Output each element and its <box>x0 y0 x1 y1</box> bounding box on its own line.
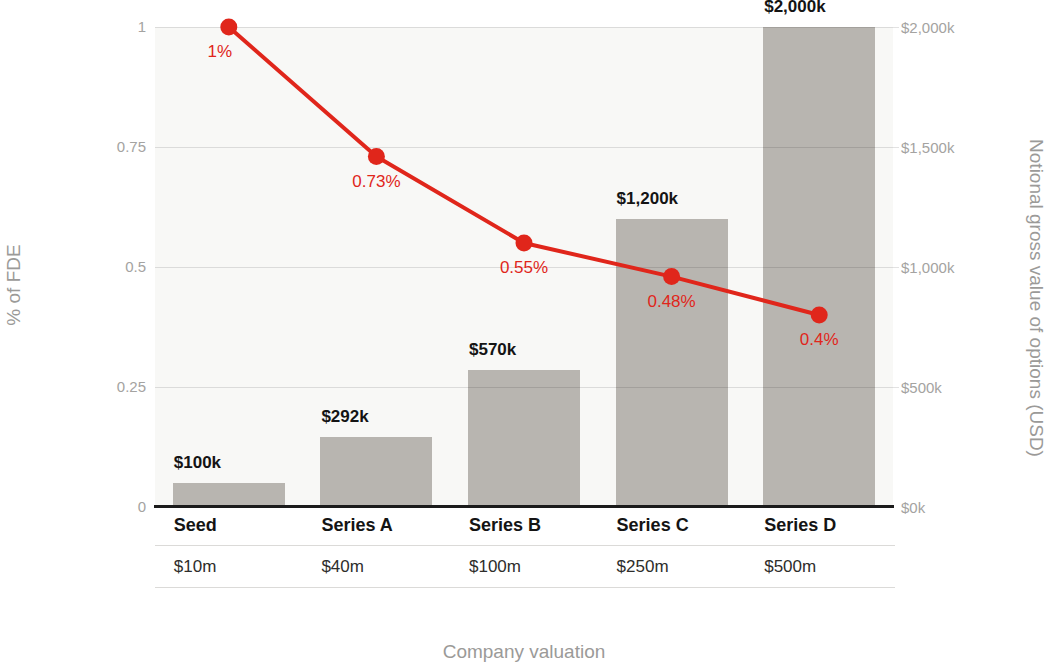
gridline <box>155 147 899 148</box>
x-axis-baseline <box>154 505 894 508</box>
bar-value-label: $1,200k <box>617 189 678 209</box>
left-tick-label: 0.25 <box>60 378 146 396</box>
valuation-label: $10m <box>174 557 217 577</box>
left-axis-title: % of FDE <box>3 244 25 325</box>
left-tick-label: 0.75 <box>60 138 146 156</box>
right-tick-label: $2,000k <box>901 19 954 37</box>
gridline <box>155 27 899 28</box>
category-label: Seed <box>174 515 217 536</box>
right-tick-label: $1,500k <box>901 139 954 157</box>
bar <box>320 437 432 507</box>
category-label: Series C <box>617 515 689 536</box>
line-point-label: 0.73% <box>352 172 400 192</box>
separator-line-bottom <box>155 587 895 588</box>
valuation-label: $500m <box>764 557 816 577</box>
valuation-label: $40m <box>321 557 364 577</box>
bar-value-label: $2,000k <box>764 0 825 17</box>
line-point-label: 0.48% <box>647 292 695 312</box>
bar-value-label: $100k <box>174 453 221 473</box>
valuation-label: $100m <box>469 557 521 577</box>
right-tick-label: $0k <box>901 499 925 517</box>
right-tick-label: $1,000k <box>901 259 954 277</box>
bar <box>468 370 580 507</box>
line-point-label: 0.55% <box>500 258 548 278</box>
bar <box>616 219 728 507</box>
category-label: Series D <box>764 515 836 536</box>
bar-value-label: $570k <box>469 340 516 360</box>
x-axis-title: Company valuation <box>155 641 893 663</box>
bar-value-label: $292k <box>321 407 368 427</box>
separator-line-top <box>155 545 895 546</box>
gridline <box>155 387 899 388</box>
right-tick-label: $500k <box>901 379 942 397</box>
left-tick-label: 0.5 <box>60 258 146 276</box>
bar <box>173 483 285 507</box>
left-tick-label: 1 <box>60 18 146 36</box>
line-point-label: 0.4% <box>800 330 839 350</box>
right-axis-title: Notional gross value of options (USD) <box>1025 139 1047 457</box>
category-label: Series B <box>469 515 541 536</box>
line-point-label: 1% <box>208 42 233 62</box>
left-tick-label: 0 <box>60 498 146 516</box>
category-label: Series A <box>321 515 392 536</box>
valuation-label: $250m <box>617 557 669 577</box>
chart-root: % of FDE Notional gross value of options… <box>0 0 1050 670</box>
